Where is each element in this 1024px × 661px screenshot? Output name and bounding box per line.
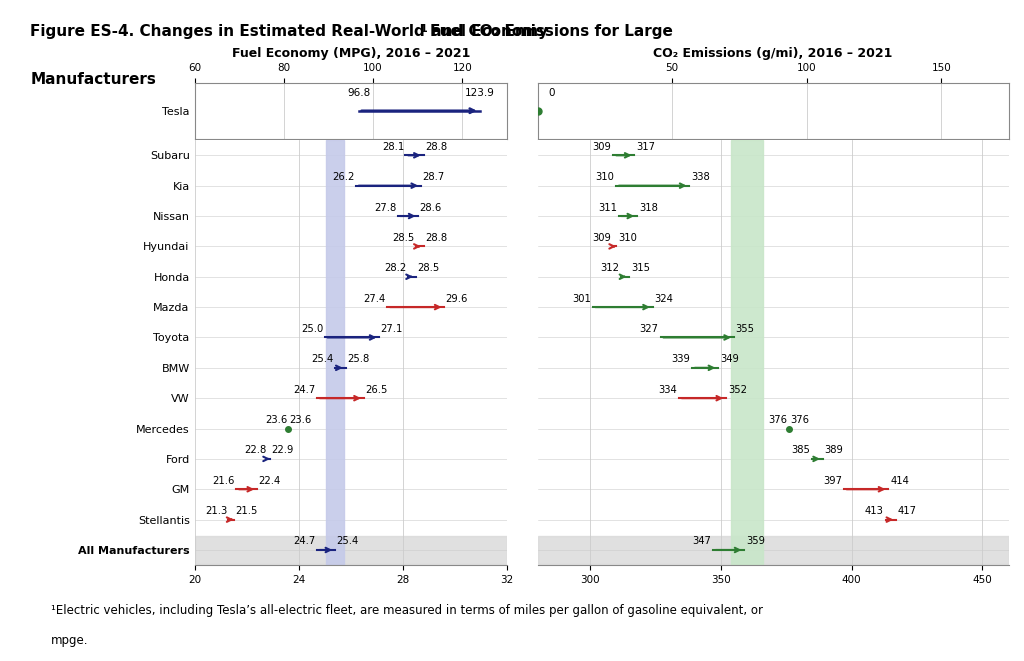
Title: Fuel Economy (MPG), 2016 – 2021: Fuel Economy (MPG), 2016 – 2021 xyxy=(231,48,470,60)
Text: Figure ES-4. Changes in Estimated Real-World Fuel Economy: Figure ES-4. Changes in Estimated Real-W… xyxy=(31,24,549,39)
Text: 25.4: 25.4 xyxy=(336,537,358,547)
Text: 347: 347 xyxy=(692,537,711,547)
Text: Manufacturers: Manufacturers xyxy=(31,72,157,87)
Text: 96.8: 96.8 xyxy=(347,89,371,98)
Text: 28.5: 28.5 xyxy=(392,233,415,243)
Text: 310: 310 xyxy=(618,233,637,243)
Text: 355: 355 xyxy=(736,324,755,334)
Bar xyxy=(538,536,1009,564)
Text: 123.9: 123.9 xyxy=(465,89,495,98)
Text: 0: 0 xyxy=(549,89,555,98)
Text: 24.7: 24.7 xyxy=(294,537,315,547)
Text: 318: 318 xyxy=(639,202,657,213)
Text: 25.0: 25.0 xyxy=(301,324,324,334)
Text: 352: 352 xyxy=(728,385,746,395)
Bar xyxy=(731,140,763,565)
Text: 339: 339 xyxy=(672,354,690,364)
Text: 22.4: 22.4 xyxy=(258,476,281,486)
Text: 28.5: 28.5 xyxy=(417,263,439,273)
Text: 27.8: 27.8 xyxy=(374,202,396,213)
Text: 413: 413 xyxy=(865,506,884,516)
Text: 397: 397 xyxy=(823,476,842,486)
Text: 22.9: 22.9 xyxy=(271,446,294,455)
Text: 23.6: 23.6 xyxy=(290,415,311,425)
Text: 349: 349 xyxy=(720,354,739,364)
Text: 26.5: 26.5 xyxy=(365,385,387,395)
Text: 311: 311 xyxy=(598,202,616,213)
Text: 27.4: 27.4 xyxy=(364,293,386,303)
Text: 317: 317 xyxy=(636,142,655,152)
Text: 22.8: 22.8 xyxy=(244,446,266,455)
Text: 324: 324 xyxy=(654,293,674,303)
Text: 301: 301 xyxy=(571,293,591,303)
Text: 25.8: 25.8 xyxy=(347,354,369,364)
Text: 376: 376 xyxy=(768,415,786,425)
Text: 327: 327 xyxy=(640,324,658,334)
Text: 315: 315 xyxy=(631,263,650,273)
Text: 29.6: 29.6 xyxy=(445,293,468,303)
Text: 28.6: 28.6 xyxy=(420,202,442,213)
Text: 24.7: 24.7 xyxy=(294,385,315,395)
Text: 28.2: 28.2 xyxy=(384,263,407,273)
Text: 385: 385 xyxy=(792,446,810,455)
Text: 23.6: 23.6 xyxy=(265,415,287,425)
Text: 28.1: 28.1 xyxy=(382,142,404,152)
Text: and CO₂ Emissions for Large: and CO₂ Emissions for Large xyxy=(426,24,673,39)
Text: mpge.: mpge. xyxy=(51,633,89,646)
Text: 359: 359 xyxy=(746,537,765,547)
Text: 309: 309 xyxy=(593,233,611,243)
Text: 27.1: 27.1 xyxy=(381,324,403,334)
Text: 28.7: 28.7 xyxy=(422,172,444,182)
Text: 312: 312 xyxy=(600,263,620,273)
Text: 21.3: 21.3 xyxy=(205,506,227,516)
Text: 417: 417 xyxy=(898,506,918,516)
Text: 414: 414 xyxy=(890,476,909,486)
Text: 21.6: 21.6 xyxy=(213,476,234,486)
Text: 25.4: 25.4 xyxy=(311,354,334,364)
Text: 28.8: 28.8 xyxy=(425,142,446,152)
Bar xyxy=(326,140,344,565)
Text: 309: 309 xyxy=(593,142,611,152)
Title: CO₂ Emissions (g/mi), 2016 – 2021: CO₂ Emissions (g/mi), 2016 – 2021 xyxy=(653,48,893,60)
Text: 26.2: 26.2 xyxy=(333,172,354,182)
Text: 28.8: 28.8 xyxy=(425,233,446,243)
Text: 338: 338 xyxy=(691,172,710,182)
Text: ¹⁠Electric vehicles, including Tesla’s all-electric fleet, are measured in terms: ¹⁠Electric vehicles, including Tesla’s a… xyxy=(51,604,763,617)
Bar xyxy=(195,536,507,564)
Text: 376: 376 xyxy=(791,415,810,425)
Text: 310: 310 xyxy=(595,172,614,182)
Text: 334: 334 xyxy=(658,385,677,395)
Text: 389: 389 xyxy=(824,446,844,455)
Text: 21.5: 21.5 xyxy=(234,506,257,516)
Text: 1: 1 xyxy=(419,24,427,34)
